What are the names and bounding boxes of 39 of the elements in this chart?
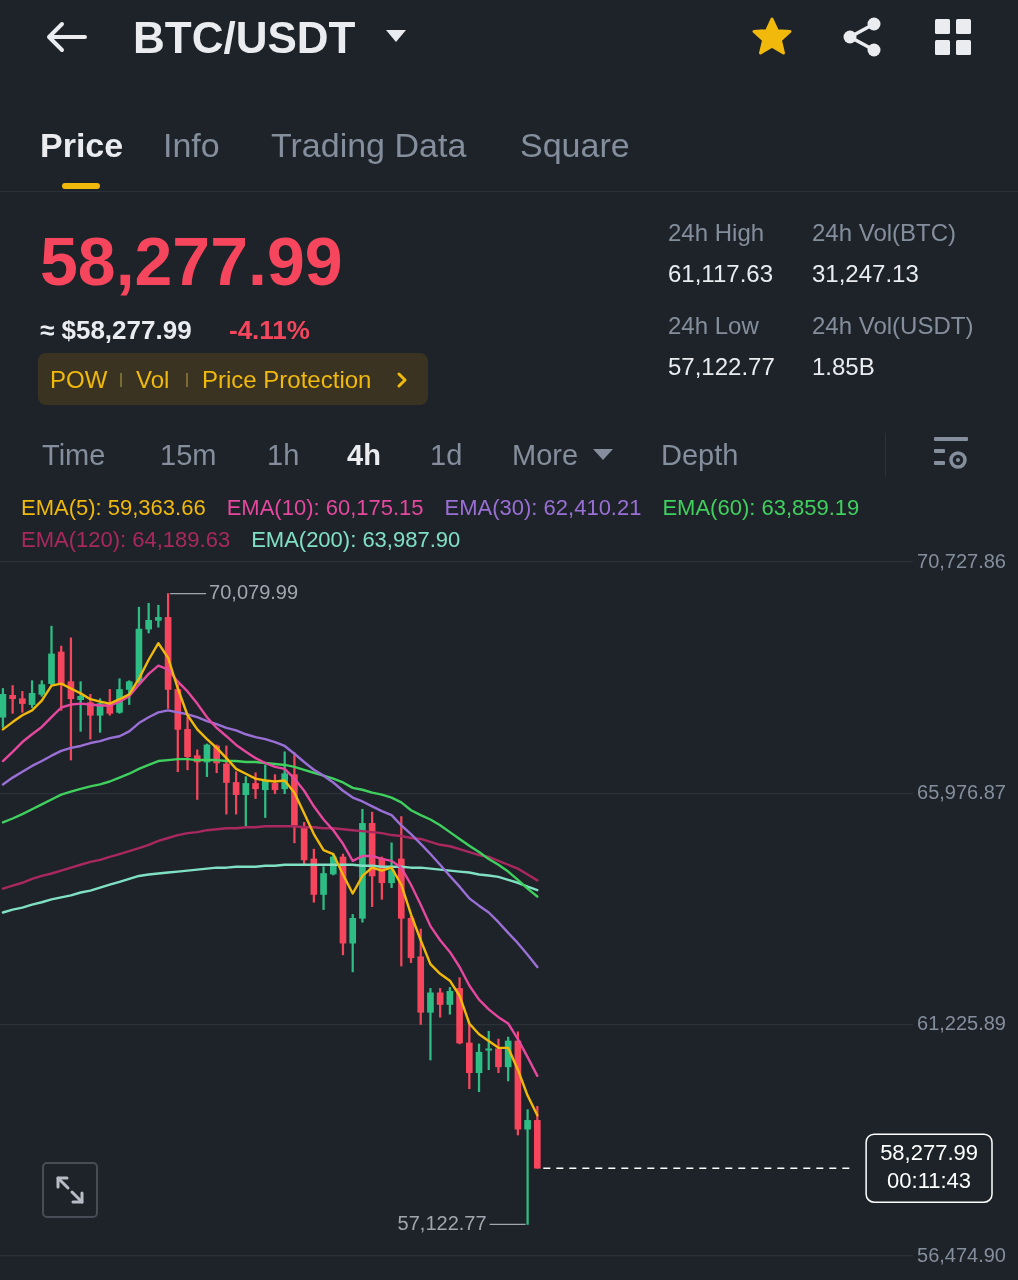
- text: 24h High: [668, 218, 765, 248]
- text: EMA(200): 63,987.90: [251, 527, 461, 553]
- text: Depth: [661, 437, 739, 473]
- text: Trading Data: [271, 124, 467, 166]
- text: EMA(60): 63,859.19: [662, 495, 860, 521]
- text: POW: [50, 365, 108, 395]
- text: 31,247.13: [812, 259, 919, 289]
- text: -4.11%: [229, 315, 310, 347]
- text: 1d: [430, 437, 463, 473]
- text: Info: [163, 124, 220, 166]
- text: EMA(120): 64,189.63: [21, 527, 231, 553]
- text: EMA(5): 59,363.66: [21, 495, 206, 521]
- chart-title: BTC/USDT: [133, 11, 356, 64]
- text: 1.85B: [812, 352, 875, 382]
- text: EMA(30): 62,410.21: [444, 495, 642, 521]
- text: EMA(10): 60,175.15: [226, 495, 424, 521]
- text: Vol: [136, 365, 170, 395]
- text: 24h Vol(USDT): [812, 311, 974, 341]
- annotation: 57,122.77: [397, 1211, 487, 1234]
- y-tick-label: 56,474.90: [917, 1243, 1006, 1266]
- text: 15m: [160, 437, 217, 473]
- y-tick-label: 61,225.89: [917, 1012, 1006, 1035]
- text: Price Protection: [202, 365, 372, 395]
- text: ≈ $58,277.99: [40, 315, 192, 347]
- text: 58,277.99: [40, 222, 343, 302]
- text: 61,117.63: [668, 259, 773, 289]
- text: 57,122.77: [668, 352, 775, 382]
- text: 24h Low: [668, 311, 759, 341]
- text: 1h: [267, 437, 300, 473]
- text: 24h Vol(BTC): [812, 218, 957, 248]
- annotation: 70,079.99: [209, 581, 299, 604]
- text: Square: [520, 124, 630, 166]
- y-tick-label: 70,727.86: [917, 549, 1006, 572]
- text: Time: [42, 437, 106, 473]
- text: Price: [40, 124, 124, 166]
- y-tick-label: 65,976.87: [917, 780, 1006, 803]
- text: 4h: [347, 437, 381, 473]
- text: More: [512, 437, 579, 473]
- ref-line-label: 58,277.99 00:11:43: [880, 1140, 978, 1194]
